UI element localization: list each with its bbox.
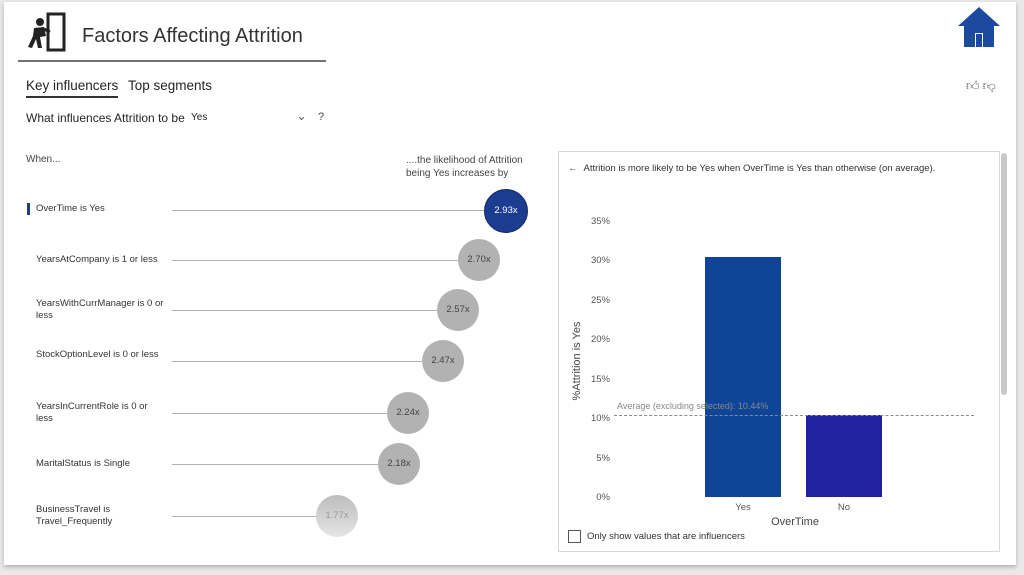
influencer-value-bubble: 2.18x bbox=[378, 443, 420, 485]
influencer-value-bubble: 2.47x bbox=[422, 340, 464, 382]
influencer-label: YearsWithCurrManager is 0 or less bbox=[36, 298, 164, 321]
influencer-row[interactable]: YearsAtCompany is 1 or less 2.70x bbox=[0, 236, 560, 284]
average-reference-line bbox=[614, 414, 974, 416]
influencer-label: OverTime is Yes bbox=[36, 203, 105, 214]
influencer-value-bubble: 2.57x bbox=[437, 289, 479, 331]
y-tick-label: 35% bbox=[590, 216, 610, 227]
home-icon[interactable] bbox=[956, 5, 1002, 49]
x-tick-label: No bbox=[837, 502, 851, 513]
tab-key-influencers[interactable]: Key influencers bbox=[26, 78, 119, 98]
x-tick-label: Yes bbox=[735, 502, 751, 513]
average-label: Average (excluding selected): 10.44% bbox=[617, 401, 769, 411]
chevron-down-icon[interactable]: ⌄ bbox=[296, 108, 307, 123]
target-value-dropdown[interactable]: Yes bbox=[191, 112, 208, 123]
influencer-connector bbox=[172, 361, 422, 362]
y-tick-label: 25% bbox=[590, 295, 610, 306]
help-icon[interactable]: ? bbox=[318, 111, 325, 123]
influencer-value-bubble: 2.24x bbox=[387, 392, 429, 434]
person-exiting-door-icon bbox=[28, 12, 66, 52]
thumbs-up-icon[interactable]: 👍︎ bbox=[966, 78, 980, 93]
influencer-label: StockOptionLevel is 0 or less bbox=[36, 349, 159, 360]
bar-overtime-no[interactable] bbox=[806, 415, 882, 497]
influencer-connector bbox=[172, 516, 317, 517]
influencer-list: OverTime is Yes 2.93x YearsAtCompany is … bbox=[0, 186, 560, 540]
influencer-row[interactable]: MaritalStatus is Single 2.18x bbox=[0, 440, 560, 488]
detail-heading-text: Attrition is more likely to be Yes when … bbox=[583, 163, 936, 174]
chart-x-axis-title: OverTime bbox=[771, 516, 819, 528]
detail-heading: ← Attrition is more likely to be Yes when… bbox=[568, 163, 935, 174]
influencer-row[interactable]: StockOptionLevel is 0 or less 2.47x bbox=[0, 337, 560, 385]
influencer-row[interactable]: YearsWithCurrManager is 0 or less 2.57x bbox=[0, 286, 560, 334]
influencer-value-bubble: 2.70x bbox=[458, 239, 500, 281]
influencer-connector bbox=[172, 210, 484, 211]
when-column-header: When... bbox=[26, 154, 61, 165]
influencer-label: MaritalStatus is Single bbox=[36, 458, 130, 469]
y-tick-label: 20% bbox=[590, 334, 610, 345]
question-prefix: What influences Attrition to be bbox=[26, 111, 185, 125]
y-tick-label: 0% bbox=[596, 492, 610, 503]
influencer-row[interactable]: BusinessTravel is Travel_Frequently 1.77… bbox=[0, 492, 560, 540]
influencer-label: YearsInCurrentRole is 0 or less bbox=[36, 401, 148, 424]
feedback-buttons: 👍︎ 👎︎ bbox=[966, 78, 999, 94]
page-title: Factors Affecting Attrition bbox=[82, 25, 303, 47]
influencer-value-bubble: 2.93x bbox=[484, 189, 528, 233]
influencer-connector bbox=[172, 413, 387, 414]
tab-top-segments[interactable]: Top segments bbox=[128, 78, 213, 93]
back-arrow-icon[interactable]: ← bbox=[568, 163, 578, 174]
bar-overtime-yes[interactable] bbox=[705, 256, 781, 497]
thumbs-down-icon[interactable]: 👎︎ bbox=[982, 78, 996, 93]
y-tick-label: 10% bbox=[590, 413, 610, 424]
influencer-value-bubble: 1.77x bbox=[316, 495, 358, 537]
likelihood-column-header: ....the likelihood of Attrition being Ye… bbox=[406, 155, 523, 179]
panel-scrollbar[interactable] bbox=[1001, 153, 1007, 395]
influencer-connector bbox=[172, 464, 378, 465]
y-tick-label: 5% bbox=[596, 453, 610, 464]
influencer-connector bbox=[172, 310, 437, 311]
influencers-only-checkbox[interactable] bbox=[568, 530, 581, 543]
y-tick-label: 30% bbox=[590, 255, 610, 266]
influencer-label: BusinessTravel is Travel_Frequently bbox=[36, 504, 113, 527]
selected-row-marker bbox=[27, 203, 30, 215]
y-tick-label: 15% bbox=[590, 374, 610, 385]
influencer-row[interactable]: YearsInCurrentRole is 0 or less 2.24x bbox=[0, 389, 560, 437]
influencer-connector bbox=[172, 260, 458, 261]
influencer-label: YearsAtCompany is 1 or less bbox=[36, 254, 158, 265]
report-header: Factors Affecting Attrition bbox=[18, 8, 326, 62]
influencer-row[interactable]: OverTime is Yes 2.93x bbox=[0, 186, 560, 234]
checkbox-label: Only show values that are influencers bbox=[587, 531, 745, 543]
influence-question: What influences Attrition to be Yes ⌄ ? bbox=[26, 108, 324, 125]
influencers-only-option: Only show values that are influencers bbox=[568, 530, 745, 543]
